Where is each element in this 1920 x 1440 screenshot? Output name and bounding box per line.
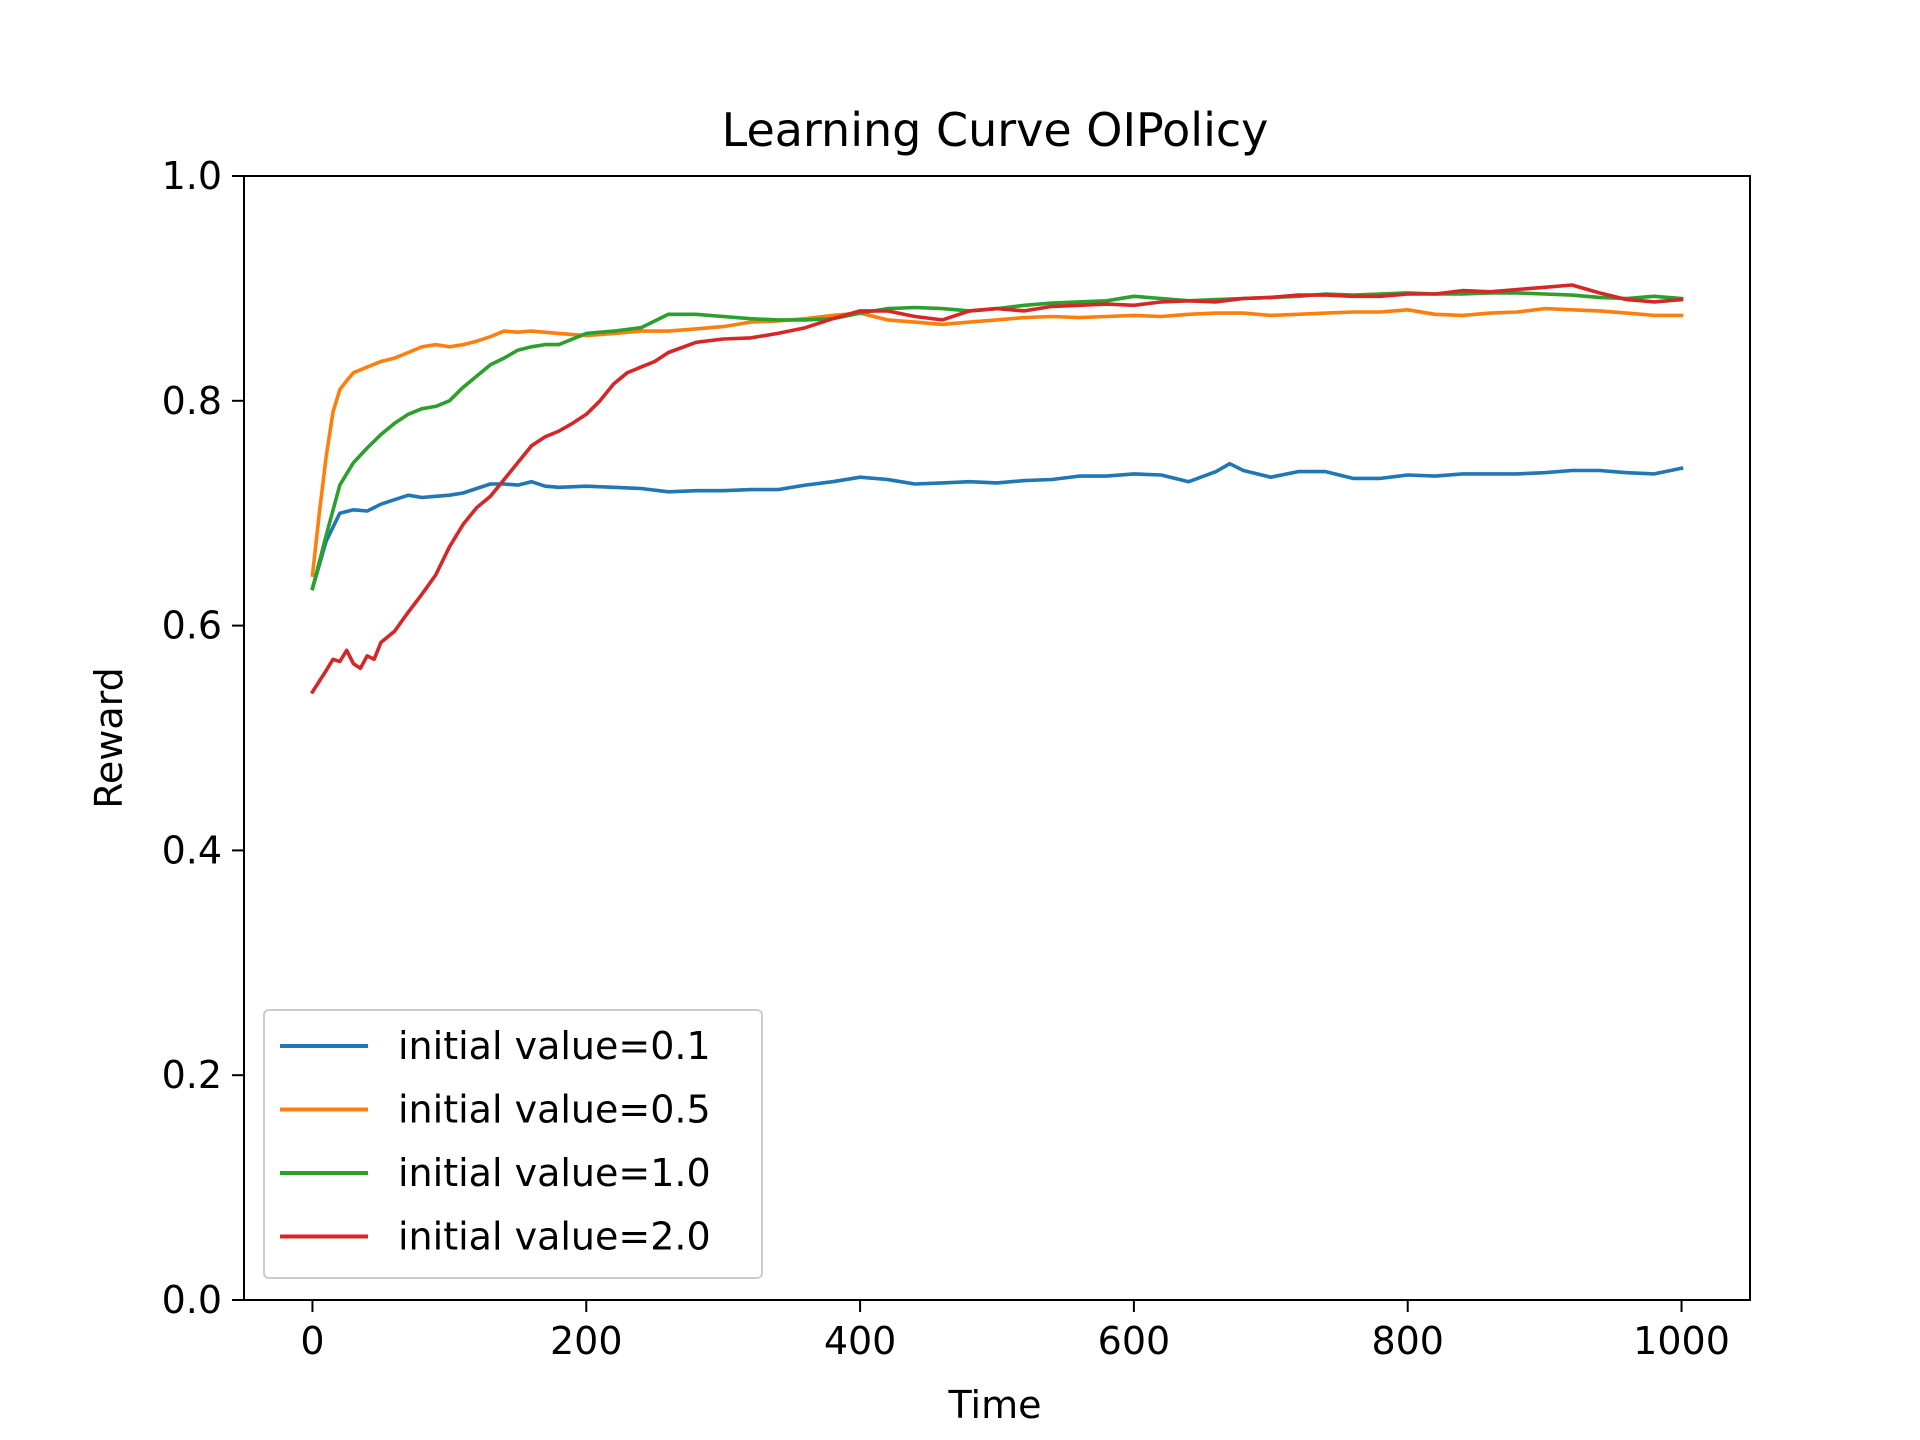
plot-area bbox=[243, 175, 1751, 1301]
x-tick-label: 600 bbox=[1098, 1319, 1171, 1363]
axes-frame bbox=[243, 175, 1751, 1301]
y-tick-label: 1.0 bbox=[162, 154, 222, 198]
y-tick-label: 0.2 bbox=[162, 1053, 222, 1097]
legend-label-4: initial value=2.0 bbox=[398, 1215, 711, 1259]
x-tick-label: 0 bbox=[300, 1319, 324, 1363]
y-axis-label: Reward bbox=[87, 667, 131, 809]
y-axis-ticks: 0.0 0.2 0.4 0.6 0.8 1.0 bbox=[162, 154, 244, 1322]
x-tick-label: 200 bbox=[550, 1319, 623, 1363]
x-axis-label: Time bbox=[948, 1383, 1042, 1427]
series-line-4 bbox=[310, 283, 1684, 695]
legend-box bbox=[263, 1009, 763, 1279]
x-axis-ticks: 0 200 400 600 800 1000 bbox=[300, 1300, 1730, 1363]
y-tick-label: 0.6 bbox=[162, 604, 222, 648]
y-tick-label: 0.4 bbox=[162, 828, 222, 872]
chart-title: Learning Curve OIPolicy bbox=[722, 103, 1269, 157]
y-tick-label: 0.0 bbox=[162, 1278, 222, 1322]
legend-label-2: initial value=0.5 bbox=[398, 1088, 711, 1132]
legend-label-3: initial value=1.0 bbox=[398, 1151, 711, 1195]
x-tick-label: 400 bbox=[824, 1319, 897, 1363]
series-line-1 bbox=[310, 461, 1684, 591]
x-tick-label: 800 bbox=[1371, 1319, 1444, 1363]
series-line-3 bbox=[310, 291, 1684, 591]
legend: initial value=0.1 initial value=0.5 initia… bbox=[263, 1009, 763, 1279]
y-tick-label: 0.8 bbox=[162, 379, 222, 423]
legend-label-1: initial value=0.1 bbox=[398, 1024, 711, 1068]
x-tick-label: 1000 bbox=[1633, 1319, 1730, 1363]
